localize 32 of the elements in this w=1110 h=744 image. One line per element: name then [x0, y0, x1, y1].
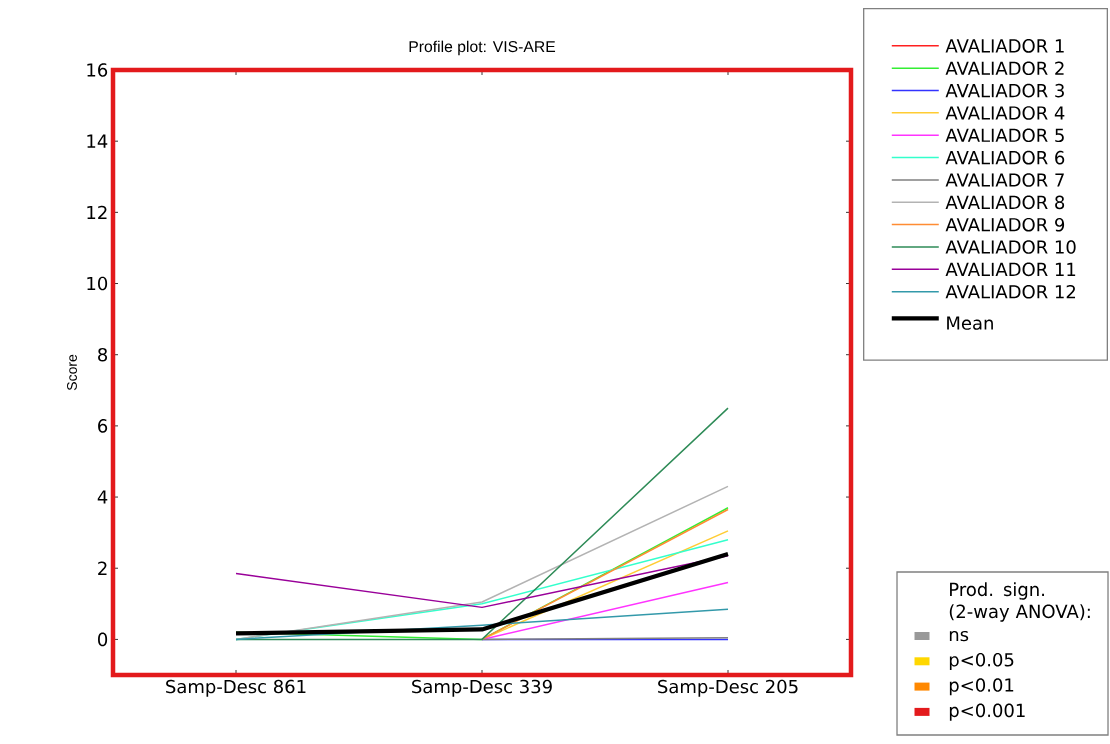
x-tick-label: Samp-Desc 205 — [658, 679, 798, 697]
y-axis-title: Score — [67, 354, 77, 391]
y-tick-label: 10 — [87, 276, 108, 291]
legend-label: Mean — [947, 316, 993, 330]
y-tick-label: 16 — [87, 63, 108, 77]
text: ns — [949, 630, 969, 642]
legend-label: AVALIADOR 1 — [945, 39, 1064, 53]
legend-label: AVALIADOR 10 — [945, 240, 1076, 254]
text: Prod. sign. (2-way ANOVA): — [949, 582, 1090, 622]
legend-label: AVALIADOR 3 — [945, 83, 1064, 98]
legend-label: AVALIADOR 5 — [945, 128, 1064, 143]
y-tick-label: 12 — [87, 205, 107, 220]
y-tick-label: 0 — [98, 632, 108, 647]
legend-label: AVALIADOR 12 — [945, 284, 1076, 299]
y-tick-label: 2 — [98, 561, 107, 575]
text: p<0.01 — [949, 678, 1014, 696]
y-tick-label: 14 — [87, 134, 108, 148]
legend-label: AVALIADOR 4 — [945, 106, 1065, 120]
x-tick-label: Samp-Desc 339 — [412, 679, 552, 697]
legend-label: AVALIADOR 6 — [945, 150, 1065, 165]
legend-label: AVALIADOR 8 — [945, 195, 1065, 210]
chart-title: Profile plot: VIS-ARE — [409, 40, 556, 56]
legend-label: AVALIADOR 11 — [945, 262, 1076, 277]
y-tick-label: 4 — [97, 490, 108, 504]
legend-label: AVALIADOR 2 — [945, 61, 1064, 76]
x-tick-label: Samp-Desc 861 — [166, 679, 306, 697]
y-tick-label: 8 — [98, 347, 108, 362]
text: p<0.001 — [949, 703, 1025, 721]
y-tick-label: 6 — [98, 419, 108, 433]
text: p<0.05 — [949, 652, 1014, 671]
legend-label: AVALIADOR 7 — [945, 173, 1064, 187]
legend-label: AVALIADOR 9 — [945, 217, 1065, 232]
